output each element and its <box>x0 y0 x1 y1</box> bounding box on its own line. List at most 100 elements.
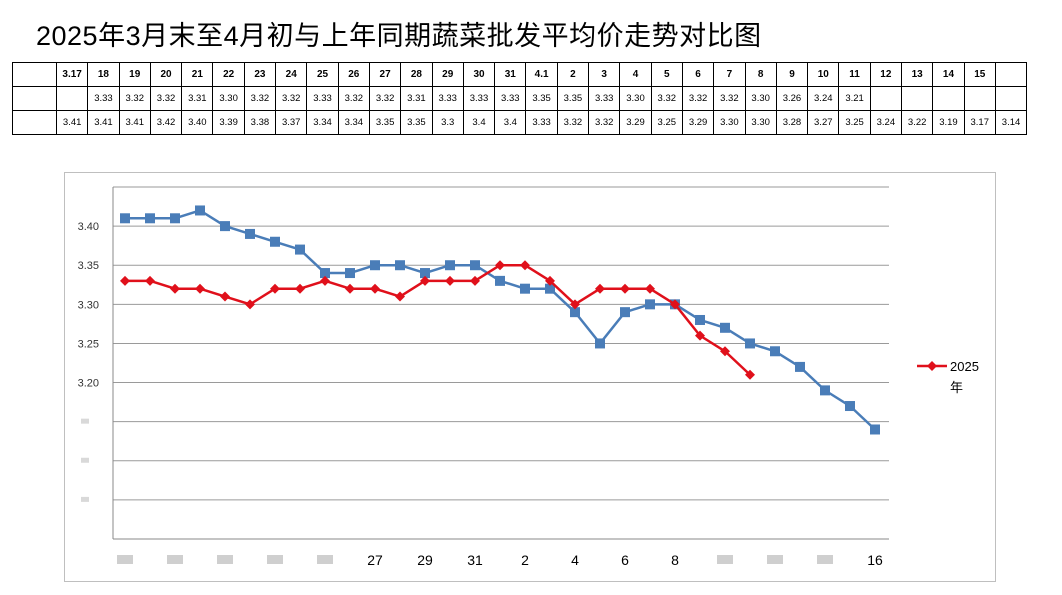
table-header-cell: 19 <box>118 62 151 87</box>
data-point <box>445 275 455 286</box>
y-tick-smudge <box>81 457 89 463</box>
data-point <box>595 283 605 294</box>
table-cell: 3.30 <box>713 110 746 135</box>
table-cell: 3.32 <box>275 86 308 111</box>
data-point <box>495 260 505 271</box>
table-cell: 3.30 <box>744 86 777 111</box>
x-tick-smudge <box>267 555 283 564</box>
data-point <box>695 330 705 341</box>
data-point <box>270 236 280 247</box>
table-cell: 3.31 <box>181 86 214 111</box>
data-point <box>720 322 730 333</box>
table-cell: 3.25 <box>838 110 871 135</box>
table-cell <box>869 86 903 111</box>
data-point <box>370 260 380 271</box>
data-point <box>695 314 705 325</box>
table-header-cell: 26 <box>337 62 370 87</box>
table-cell: 3.42 <box>149 110 183 135</box>
y-tick-label: 3.40 <box>78 221 99 233</box>
data-point <box>170 283 180 294</box>
table-header-cell: 22 <box>212 62 245 87</box>
table-cell: 3.24 <box>869 110 903 135</box>
line-chart: 3.20 3.25 3.30 3.35 3.40 27 29 31 2 4 6 8 16 2025 年 <box>78 186 979 568</box>
table-cell <box>55 86 89 111</box>
x-tick-label: 16 <box>867 552 883 568</box>
title-fade-overlay <box>860 14 1060 54</box>
table-header-cell: 11 <box>838 62 871 87</box>
data-point <box>770 346 780 357</box>
table-cell: 3.40 <box>181 110 214 135</box>
table-cell: 3.32 <box>368 86 402 111</box>
table-cell <box>963 86 996 111</box>
data-point <box>295 283 305 294</box>
data-point <box>295 244 305 255</box>
data-point <box>420 268 430 279</box>
data-point <box>145 275 155 286</box>
table-corner-cell <box>12 62 57 87</box>
x-tick-label: 27 <box>367 552 383 568</box>
table-row-label <box>12 110 57 135</box>
table-cell: 3.4 <box>462 110 496 135</box>
data-point <box>620 307 630 318</box>
page-title: 2025年3月末至4月初与上年同期蔬菜批发平均价走势对比图 <box>36 21 762 51</box>
table-cell: 3.32 <box>337 86 370 111</box>
data-point <box>270 283 280 294</box>
table-cell: 3.21 <box>838 86 871 111</box>
data-point <box>320 268 330 279</box>
table-header-cell: 10 <box>807 62 840 87</box>
table-header-cell: 2 <box>556 62 590 87</box>
data-point <box>420 275 430 286</box>
table-cell: 3.19 <box>932 110 965 135</box>
table-cell: 3.3 <box>431 110 464 135</box>
data-point <box>645 283 655 294</box>
table-header-cell: 25 <box>306 62 339 87</box>
data-point <box>220 221 230 232</box>
table-header-cell: 9 <box>775 62 809 87</box>
data-point <box>170 213 180 224</box>
data-point <box>195 205 205 216</box>
table-header-cell: 4 <box>619 62 652 87</box>
y-tick-label: 3.25 <box>78 338 99 350</box>
y-tick-label: 3.30 <box>78 299 99 311</box>
chart-legend: 2025 年 <box>917 359 979 395</box>
data-point <box>145 213 155 224</box>
data-point <box>245 299 255 310</box>
table-cell: 3.32 <box>149 86 183 111</box>
table-cell: 3.4 <box>494 110 527 135</box>
data-point <box>745 338 755 349</box>
table-cell: 3.33 <box>87 86 120 111</box>
chart-series <box>120 205 880 435</box>
table-header-cell: 30 <box>462 62 496 87</box>
x-tick-smudge <box>317 555 333 564</box>
table-header-cell <box>994 62 1028 87</box>
data-point <box>395 291 405 302</box>
data-point <box>645 299 655 310</box>
table-header-cell: 20 <box>149 62 183 87</box>
table-cell <box>901 86 934 111</box>
chart-frame: 3.20 3.25 3.30 3.35 3.40 27 29 31 2 4 6 8 16 2025 年 <box>64 172 996 582</box>
table-cell: 3.41 <box>55 110 89 135</box>
legend-label: 2025 年 <box>950 359 979 395</box>
table-header-cell: 15 <box>963 62 996 87</box>
data-point <box>870 424 880 435</box>
x-tick-smudge <box>117 555 133 564</box>
price-data-table: 3.17 18 19 20 21 22 23 24 25 26 27 28 29 30 31 4.1 2 3 4 5 6… <box>12 62 1028 135</box>
table-cell: 3.33 <box>588 86 621 111</box>
y-axis: 3.20 3.25 3.30 3.35 3.40 <box>78 221 99 502</box>
table-cell: 3.33 <box>431 86 464 111</box>
data-point <box>745 369 755 380</box>
data-point <box>520 260 530 271</box>
table-header-cell: 6 <box>681 62 715 87</box>
table-header-cell: 7 <box>713 62 746 87</box>
table-cell: 3.41 <box>118 110 151 135</box>
data-point <box>120 213 130 224</box>
table-cell: 3.30 <box>619 86 652 111</box>
series-1 <box>120 205 880 435</box>
x-tick-label: 2 <box>521 552 529 568</box>
table-cell: 3.37 <box>275 110 308 135</box>
data-point <box>395 260 405 271</box>
data-point <box>320 275 330 286</box>
table-cell: 3.17 <box>963 110 996 135</box>
data-point <box>370 283 380 294</box>
data-point <box>245 228 255 239</box>
